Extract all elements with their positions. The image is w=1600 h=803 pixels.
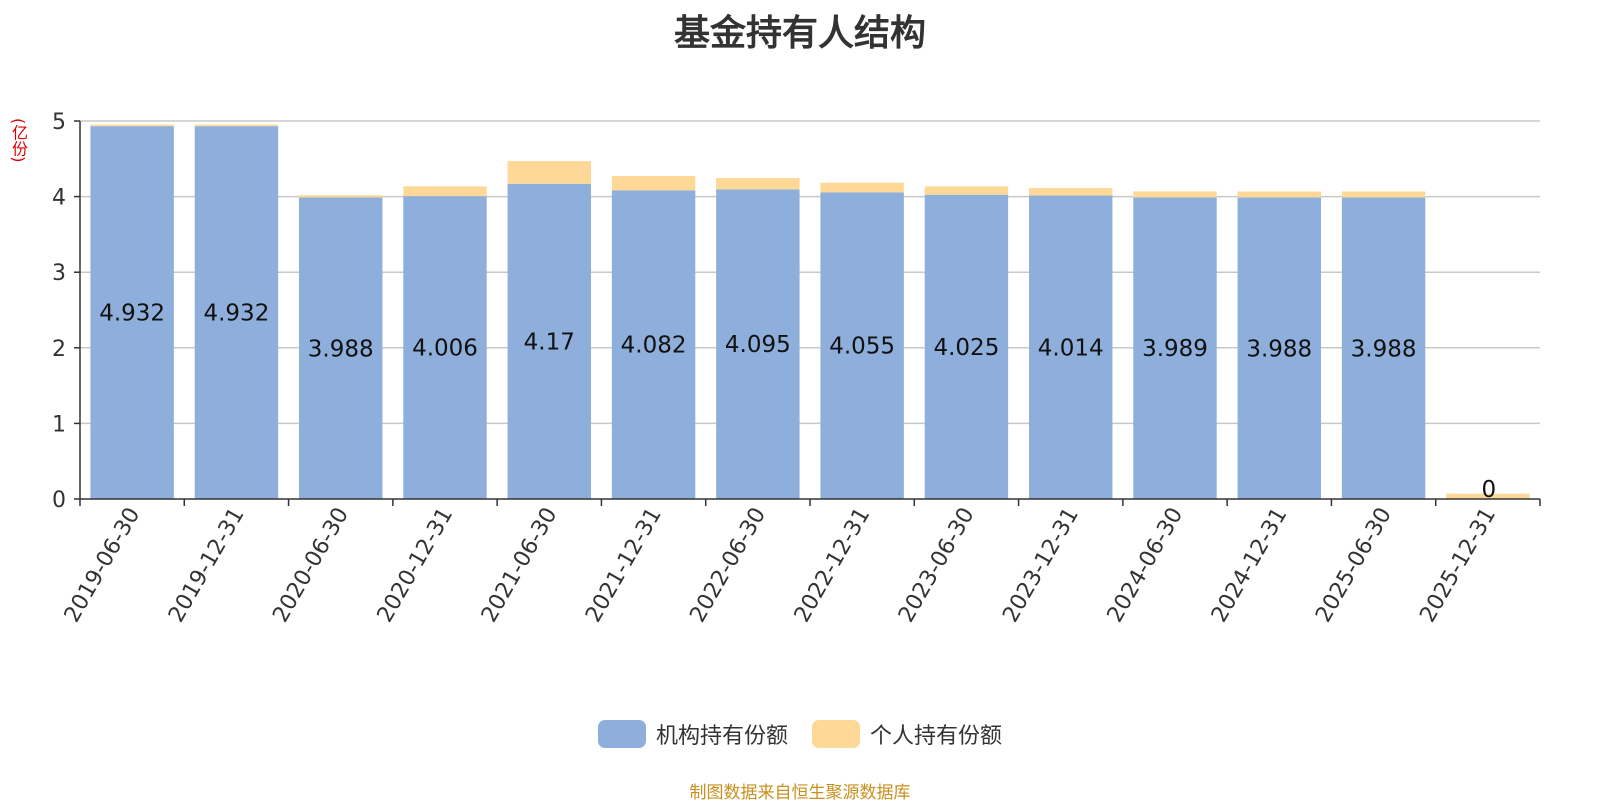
bar-institutional[interactable] bbox=[611, 190, 696, 499]
bar-individual[interactable] bbox=[403, 186, 487, 197]
y-tick-label: 0 bbox=[52, 488, 66, 513]
bar-individual[interactable] bbox=[611, 176, 696, 191]
x-tick-label: 2023-06-30 bbox=[894, 504, 980, 627]
bar-institutional[interactable] bbox=[716, 189, 800, 499]
bar-data-label: 4.082 bbox=[621, 333, 687, 359]
y-tick-label: 4 bbox=[52, 186, 66, 211]
bar-individual[interactable] bbox=[1341, 191, 1426, 198]
bar-data-label: 4.932 bbox=[99, 301, 165, 327]
bar-data-label: 4.095 bbox=[725, 332, 791, 358]
bar-data-label: 3.988 bbox=[1246, 336, 1312, 362]
bar-institutional[interactable] bbox=[194, 126, 279, 499]
legend-item-institutional[interactable]: 机构持有份额 bbox=[597, 718, 788, 750]
y-tick-label: 1 bbox=[52, 412, 66, 437]
x-tick-label: 2022-12-31 bbox=[790, 504, 876, 627]
bar-individual[interactable] bbox=[1133, 191, 1217, 198]
x-tick-label: 2020-12-31 bbox=[373, 504, 459, 627]
bar-groups: 4.932 4.932 3.988 4.006 4.17 4.082 4.095 4.055 4… bbox=[90, 124, 1530, 503]
y-axis-unit-label: (亿份) bbox=[9, 118, 28, 163]
x-tick-label: 2020-06-30 bbox=[268, 504, 354, 627]
chart-title: 基金持有人结构 bbox=[673, 13, 926, 54]
bar-institutional[interactable] bbox=[924, 194, 1009, 499]
bar-individual[interactable] bbox=[1237, 191, 1321, 198]
bar-data-label: 3.989 bbox=[1142, 336, 1208, 362]
legend: 机构持有份额 个人持有份额 bbox=[0, 718, 1600, 750]
legend-label-individual: 个人持有份额 bbox=[870, 724, 1003, 749]
bar-data-label: 4.055 bbox=[829, 334, 895, 360]
bar-individual[interactable] bbox=[716, 178, 800, 190]
bar-institutional[interactable] bbox=[1133, 197, 1217, 500]
x-tick-label: 2022-06-30 bbox=[685, 504, 771, 627]
bar-individual[interactable] bbox=[299, 195, 383, 198]
bar-institutional[interactable] bbox=[507, 183, 591, 500]
bar-individual[interactable] bbox=[507, 161, 591, 184]
x-tick-label: 2023-12-31 bbox=[998, 504, 1084, 627]
bar-individual[interactable] bbox=[90, 124, 174, 127]
bar-data-label: 3.988 bbox=[1351, 336, 1417, 362]
x-tick-label: 2019-06-30 bbox=[60, 504, 146, 627]
bar-individual[interactable] bbox=[820, 182, 904, 193]
x-tick-label: 2024-06-30 bbox=[1103, 504, 1189, 627]
x-tick-label: 2021-06-30 bbox=[477, 504, 563, 627]
bar-individual[interactable] bbox=[1446, 493, 1530, 499]
bar-institutional[interactable] bbox=[90, 126, 174, 499]
x-tick-label: 2025-06-30 bbox=[1311, 504, 1397, 627]
bar-data-label: 3.988 bbox=[308, 336, 374, 362]
data-source-note: 制图数据来自恒生聚源数据库 bbox=[689, 783, 911, 803]
bar-data-label: 0 bbox=[1482, 477, 1497, 503]
x-tick-label: 2019-12-31 bbox=[164, 504, 250, 627]
bar-individual[interactable] bbox=[194, 124, 279, 127]
bar-institutional[interactable] bbox=[1237, 197, 1321, 499]
bar-individual[interactable] bbox=[924, 186, 1009, 195]
bar-institutional[interactable] bbox=[820, 192, 904, 499]
y-tick-label: 3 bbox=[52, 261, 66, 286]
legend-item-individual[interactable]: 个人持有份额 bbox=[812, 718, 1002, 750]
bar-individual[interactable] bbox=[1029, 187, 1113, 196]
bar-institutional[interactable] bbox=[1341, 197, 1426, 499]
stacked-bar-chart: 4.932 4.932 3.988 4.006 4.17 4.082 4.095 4.055 4… bbox=[52, 110, 1541, 627]
bar-institutional[interactable] bbox=[403, 196, 487, 499]
legend-swatch-individual bbox=[812, 720, 860, 748]
bar-institutional[interactable] bbox=[299, 197, 383, 499]
bar-data-label: 4.932 bbox=[203, 301, 269, 327]
bar-data-label: 4.006 bbox=[412, 336, 478, 362]
y-tick-label: 2 bbox=[52, 337, 66, 362]
y-tick-label: 5 bbox=[52, 110, 66, 135]
x-tick-label: 2025-12-31 bbox=[1415, 504, 1501, 627]
x-tick-label: 2021-12-31 bbox=[581, 504, 667, 627]
bar-data-label: 4.025 bbox=[933, 335, 999, 361]
bar-institutional[interactable] bbox=[1029, 195, 1113, 499]
bar-data-label: 4.17 bbox=[524, 329, 575, 355]
bar-data-label: 4.014 bbox=[1038, 335, 1104, 361]
x-tick-label: 2024-12-31 bbox=[1207, 504, 1293, 627]
legend-swatch-institutional bbox=[597, 720, 646, 748]
legend-label-institutional: 机构持有份额 bbox=[655, 724, 788, 749]
